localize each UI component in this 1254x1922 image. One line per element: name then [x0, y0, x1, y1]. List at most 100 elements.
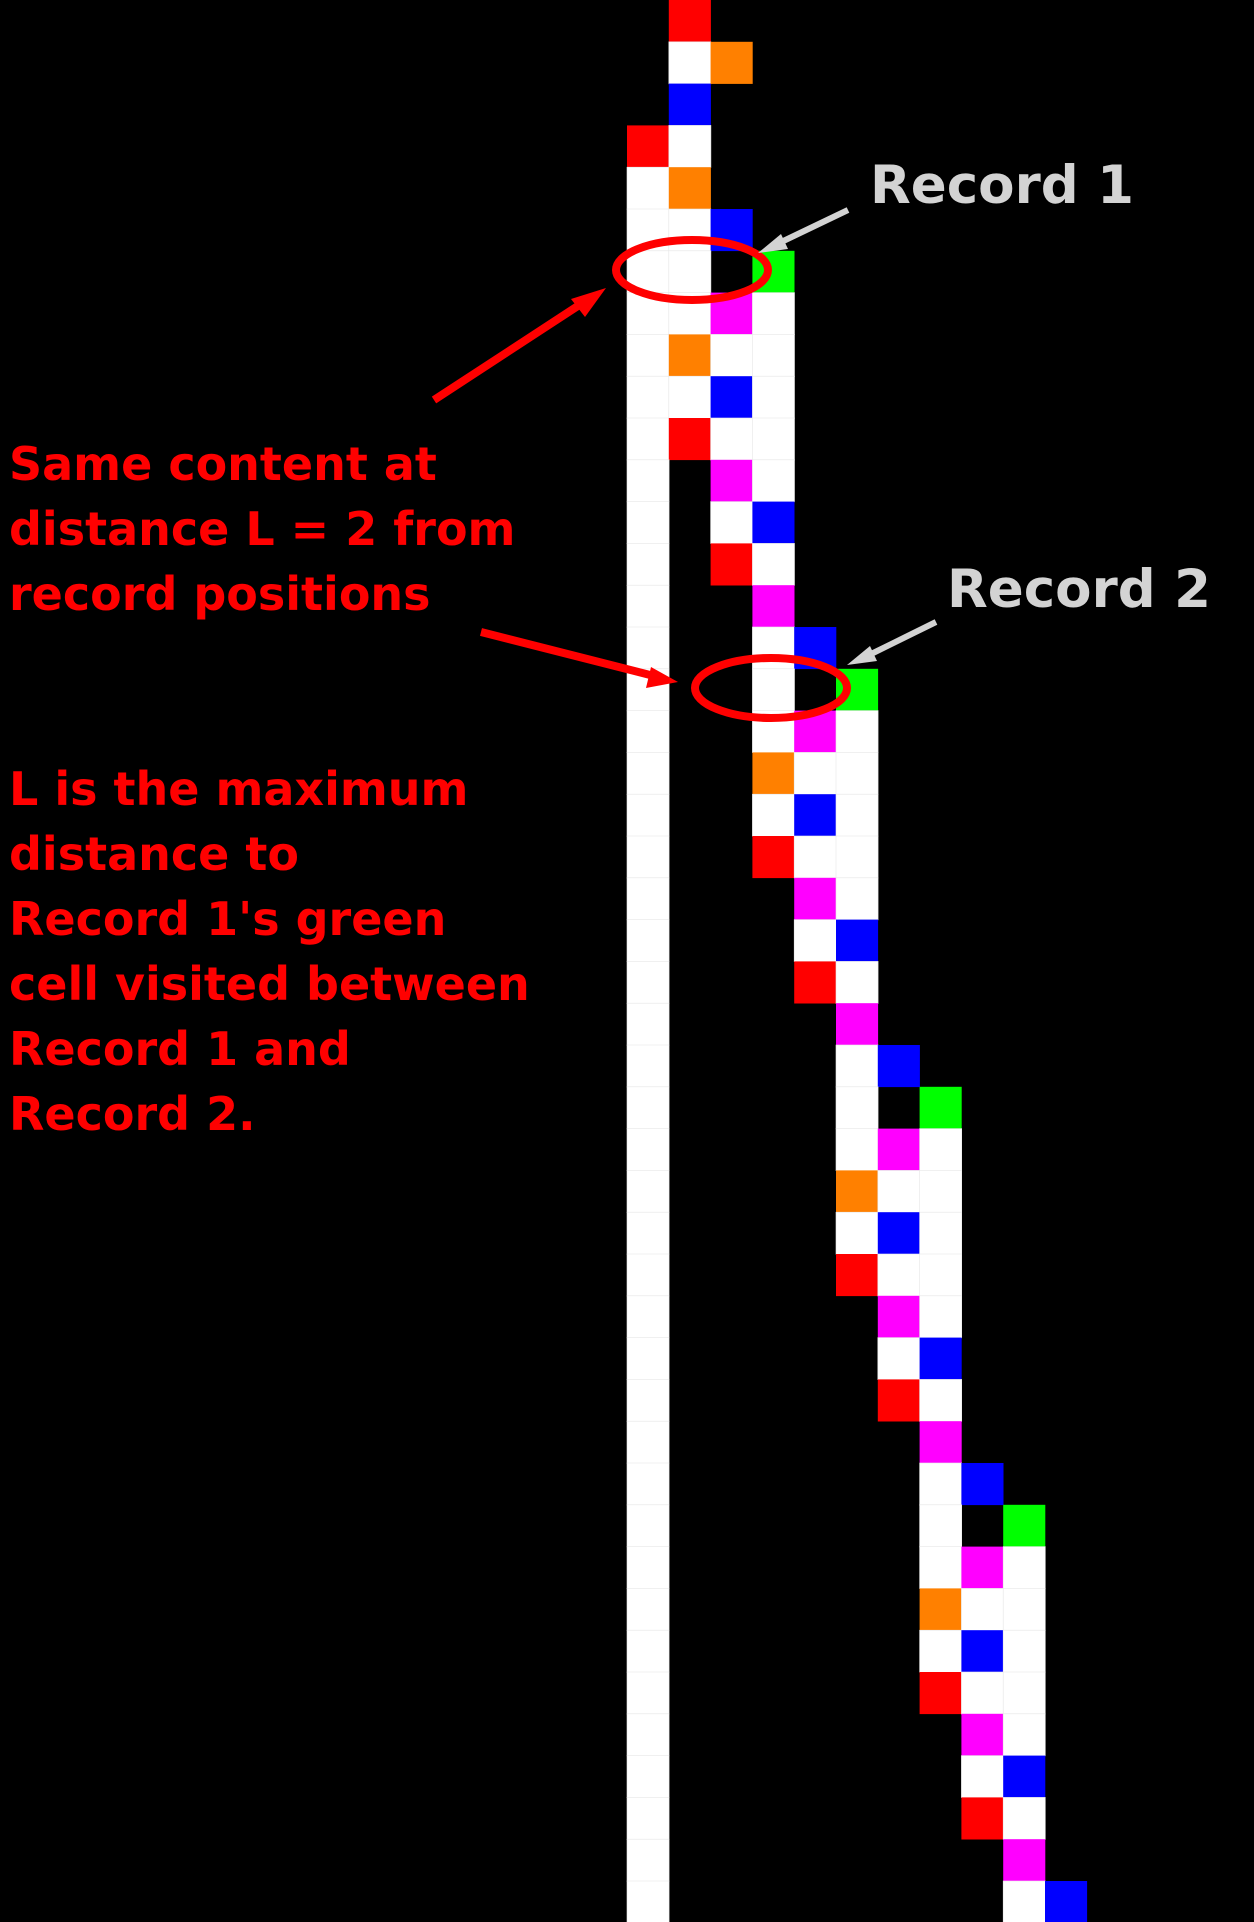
white-cell — [626, 584, 670, 628]
record-1-label: Record 1 — [870, 155, 1134, 216]
magenta-cell — [836, 1003, 879, 1046]
red-cell — [794, 961, 837, 1004]
arrow-to-record-2-context — [480, 628, 659, 681]
white-cell — [752, 375, 795, 419]
white-cell — [626, 1713, 670, 1757]
arrow-head-record-1-context — [571, 288, 606, 317]
white-cell — [626, 1337, 670, 1380]
blue-cell — [877, 1212, 920, 1255]
white-cell — [626, 1797, 670, 1840]
white-cell — [919, 1211, 962, 1255]
record-2-pointer-line — [863, 619, 938, 660]
blue-cell — [877, 1045, 920, 1088]
white-cell — [626, 710, 670, 753]
orange-cell — [919, 1588, 962, 1631]
white-cell — [626, 793, 670, 837]
blue-cell — [794, 794, 837, 837]
white-cell — [626, 334, 670, 377]
white-cell — [752, 292, 795, 336]
white-cell — [626, 752, 670, 795]
white-cell — [919, 1253, 962, 1297]
white-cell — [710, 334, 753, 377]
white-cell — [835, 1211, 879, 1255]
white-cell — [626, 1588, 670, 1631]
record-1-pointer-line — [773, 207, 850, 248]
white-cell — [626, 1253, 670, 1297]
white-cell — [919, 1462, 962, 1506]
white-cell — [752, 793, 795, 837]
red-cell — [668, 0, 711, 43]
white-cell — [793, 752, 837, 795]
blue-cell — [710, 376, 753, 419]
white-cell — [626, 961, 670, 1004]
annotations-overlay — [431, 207, 938, 722]
white-cell — [877, 1337, 921, 1380]
tape-grid — [626, 0, 1088, 1922]
white-cell — [919, 1295, 962, 1339]
red-cell — [836, 1254, 879, 1297]
white-cell — [626, 417, 670, 461]
magenta-cell — [752, 585, 795, 628]
white-cell — [626, 1295, 670, 1339]
white-cell — [793, 835, 837, 879]
magenta-cell — [877, 1295, 920, 1338]
white-cell — [1002, 1546, 1046, 1589]
definition-line-2: distance to — [9, 827, 299, 881]
white-cell — [626, 459, 670, 503]
white-cell — [668, 375, 712, 419]
orange-cell — [836, 1170, 879, 1213]
magenta-cell — [794, 877, 837, 920]
same-content-line-2: distance L = 2 from — [9, 502, 516, 556]
white-cell — [835, 710, 879, 753]
white-cell — [961, 1671, 1004, 1715]
magenta-cell — [919, 1421, 962, 1464]
white-cell — [626, 543, 670, 586]
record-2-label: Record 2 — [947, 559, 1211, 620]
white-cell — [1002, 1713, 1046, 1757]
white-cell — [626, 626, 670, 670]
white-cell — [626, 1086, 670, 1130]
white-cell — [626, 1838, 670, 1882]
white-cell — [961, 1755, 1004, 1798]
white-cell — [919, 1128, 962, 1171]
blue-cell — [752, 501, 795, 544]
record-2-highlight-ellipse — [691, 654, 851, 722]
white-cell — [626, 919, 670, 962]
record-1-pointer-head — [758, 234, 788, 253]
definition-annotation: L is the maximum distance to Record 1's … — [9, 757, 530, 1147]
white-cell — [668, 250, 712, 294]
magenta-cell — [877, 1128, 920, 1171]
white-cell — [626, 1379, 670, 1422]
white-cell — [919, 1629, 962, 1673]
white-cell — [1002, 1588, 1046, 1631]
white-cell — [919, 1546, 962, 1589]
magenta-cell — [961, 1546, 1004, 1589]
orange-cell — [668, 334, 711, 377]
white-cell — [919, 1504, 962, 1548]
same-content-line-3: record positions — [9, 567, 431, 621]
white-cell — [626, 1629, 670, 1673]
same-content-line-1: Same content at — [9, 437, 437, 491]
arrow-to-record-1-context — [431, 296, 590, 404]
red-cell — [627, 125, 670, 168]
white-cell — [668, 41, 712, 85]
white-cell — [626, 877, 670, 921]
white-cell — [835, 1128, 879, 1171]
white-cell — [961, 1588, 1004, 1631]
blue-cell — [668, 83, 711, 126]
white-cell — [626, 1002, 670, 1046]
white-cell — [626, 1462, 670, 1506]
white-cell — [626, 1128, 670, 1171]
red-cell — [877, 1379, 920, 1422]
green-cell — [919, 1086, 962, 1129]
white-cell — [919, 1170, 962, 1213]
white-cell — [626, 1211, 670, 1255]
definition-line-4: cell visited between — [9, 957, 530, 1011]
red-cell — [752, 836, 795, 879]
magenta-cell — [1003, 1839, 1046, 1882]
white-cell — [835, 1044, 879, 1088]
white-cell — [919, 1379, 962, 1422]
definition-line-6: Record 2. — [9, 1087, 256, 1141]
white-cell — [626, 1755, 670, 1798]
